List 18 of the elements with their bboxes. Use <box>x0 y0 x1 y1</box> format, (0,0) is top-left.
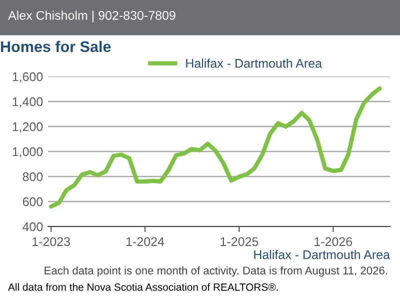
y-tick-label: 400 <box>22 222 43 232</box>
y-tick-label: 600 <box>22 197 43 206</box>
y-tick-label: 800 <box>22 172 43 182</box>
y-tick-label: 1,200 <box>12 122 43 133</box>
chart-title: Homes for Sale <box>1 40 111 52</box>
y-tick-label: 1,000 <box>12 147 43 158</box>
x-tick-label: 1-2025 <box>220 237 258 246</box>
legend-label: Halifax - Dartmouth Area <box>186 58 322 68</box>
text: Each data point is one month of activity. Data is from August 11, 2026. <box>44 266 388 277</box>
line-series <box>49 86 382 209</box>
x-tick-label: 1-2024 <box>126 237 164 246</box>
x-tick-label: 1-2023 <box>32 237 70 246</box>
chart-subtitle: Alex Chisholm | 902-830-7809 <box>8 10 176 22</box>
text: All data from the Nova Scotia Association of REALTORS®. <box>8 283 278 291</box>
y-tick-label: 1,600 <box>12 72 43 83</box>
y-tick-label: 1,400 <box>12 97 43 108</box>
x-tick-label: 1-2026 <box>314 237 352 246</box>
x-axis-title: Halifax - Dartmouth Area <box>254 250 390 260</box>
